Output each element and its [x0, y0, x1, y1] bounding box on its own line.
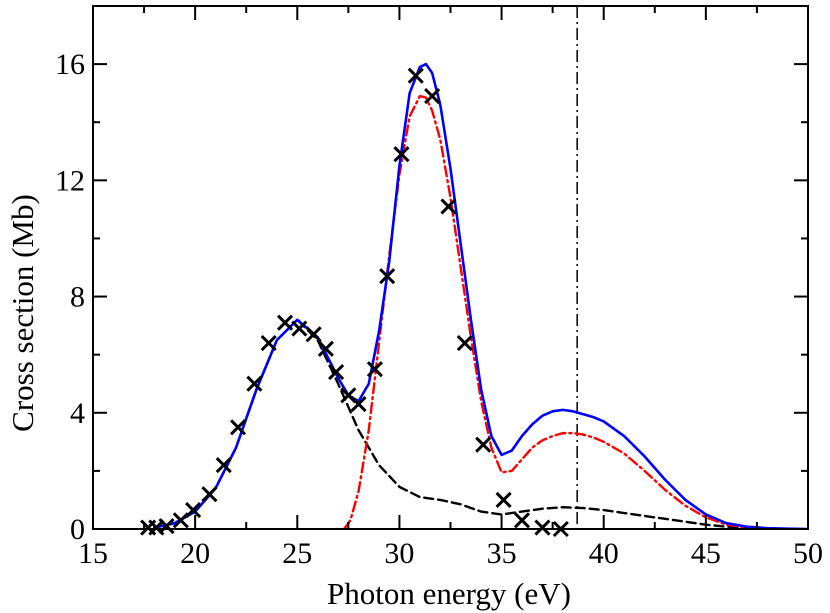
series-line-0 [152, 62, 808, 529]
marker-stroke [366, 361, 383, 378]
data-point-marker [328, 364, 345, 381]
data-point-marker [185, 502, 202, 519]
data-point-marker [201, 486, 218, 503]
x-tick-label: 15 [78, 537, 108, 570]
data-point-marker [495, 491, 512, 509]
plot-frame [92, 5, 809, 530]
marker-stroke [148, 519, 165, 536]
x-tick-label: 35 [487, 537, 517, 570]
data-point-marker [246, 375, 263, 392]
data-point-marker [456, 334, 473, 352]
marker-stroke [246, 375, 263, 392]
marker-stroke [328, 364, 345, 381]
x-tick-label: 30 [384, 537, 414, 570]
data-point-marker [534, 519, 551, 536]
marker-stroke [317, 340, 334, 357]
marker-stroke [393, 146, 410, 163]
marker-stroke [185, 502, 202, 519]
data-point-marker [260, 334, 277, 352]
data-point-marker [475, 436, 492, 453]
x-tick-label: 20 [180, 537, 210, 570]
data-point-marker [215, 457, 232, 474]
marker-stroke [229, 419, 247, 436]
marker-stroke [407, 67, 424, 84]
data-point-marker [379, 268, 396, 285]
data-point-marker [158, 518, 175, 535]
data-point-marker [393, 146, 410, 163]
marker-stroke [424, 88, 441, 105]
data-point-marker [305, 326, 322, 343]
plot-area [140, 6, 808, 538]
marker-stroke [340, 387, 357, 404]
x-tick-label: 25 [282, 537, 312, 570]
data-point-marker [276, 314, 294, 331]
x-tick-label: 40 [589, 537, 619, 570]
marker-stroke [158, 518, 175, 535]
series-line-1 [343, 94, 789, 529]
axes: 15 20 25 30 35 40 45 50 0 4 8 12 16 [55, 5, 823, 570]
data-point-marker [366, 361, 383, 378]
marker-stroke [495, 491, 512, 509]
data-point-marker [291, 320, 308, 337]
y-axis-title: Cross section (Mb) [5, 194, 40, 432]
data-point-marker [440, 198, 457, 215]
data-point-marker [407, 67, 424, 84]
data-point-marker [350, 396, 367, 413]
marker-stroke [440, 198, 457, 215]
marker-stroke [379, 268, 396, 285]
marker-stroke [350, 396, 367, 413]
marker-stroke [534, 519, 551, 536]
data-point-marker [513, 512, 531, 529]
marker-stroke [201, 486, 218, 503]
marker-stroke [513, 512, 531, 529]
marker-stroke [215, 457, 232, 474]
marker-stroke [276, 314, 294, 331]
y-tick-label: 12 [55, 164, 85, 197]
y-tick-label: 16 [55, 48, 85, 81]
data-point-marker [317, 340, 334, 357]
x-axis-title: Photon energy (eV) [327, 576, 571, 611]
x-tick-label: 50 [793, 537, 823, 570]
y-tick-label: 0 [70, 513, 85, 546]
x-tick-label: 45 [691, 537, 721, 570]
y-tick-label: 8 [70, 281, 85, 314]
marker-stroke [475, 436, 492, 453]
y-tick-label: 4 [70, 397, 85, 430]
plot-content [152, 6, 808, 529]
marker-stroke [291, 320, 308, 337]
data-point-marker [424, 88, 441, 105]
marker-stroke [305, 326, 322, 343]
series-line-2 [153, 318, 789, 529]
marker-stroke [260, 334, 277, 352]
marker-stroke [456, 334, 473, 352]
data-point-marker [229, 419, 247, 436]
